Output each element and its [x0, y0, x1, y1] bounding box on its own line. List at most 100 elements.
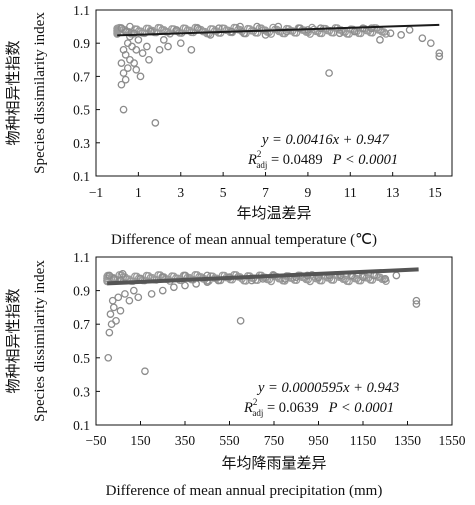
r2-value: = 0.0489: [267, 152, 322, 168]
data-point: [132, 45, 141, 54]
x-axis-label-en: Difference of mean annual precipitation …: [106, 483, 383, 499]
data-point: [117, 80, 126, 89]
x-tick-label: 150: [130, 433, 151, 448]
data-points: [113, 22, 444, 127]
data-point: [145, 55, 153, 64]
y-tick-label: 1.1: [73, 3, 90, 18]
data-point: [118, 269, 127, 278]
data-point: [327, 275, 336, 284]
data-point: [193, 24, 202, 33]
data-point: [386, 29, 395, 38]
data-point: [405, 26, 414, 34]
x-tick-label: 950: [308, 433, 329, 448]
data-point: [261, 31, 270, 39]
data-point: [382, 30, 390, 38]
regression-line: [117, 23, 440, 37]
data-point: [323, 26, 332, 35]
data-point: [343, 277, 351, 286]
data-point: [275, 27, 283, 36]
x-axis-label-en: Difference of mean annual temperature (℃…: [111, 232, 377, 248]
y-tick-label: 0.7: [73, 317, 90, 332]
r2-superscript: 2: [257, 149, 262, 159]
data-point: [121, 290, 129, 298]
data-point: [240, 29, 249, 38]
data-point: [119, 69, 128, 77]
data-point: [412, 300, 421, 308]
data-point: [366, 28, 375, 37]
data-point: [187, 45, 196, 54]
data-point: [367, 24, 376, 33]
y-tick-label: 0.9: [73, 284, 90, 299]
data-point: [119, 45, 128, 54]
data-point: [105, 271, 114, 280]
regression-equation: y = 0.0000595x + 0.943: [256, 380, 399, 396]
data-point: [306, 30, 314, 38]
data-points: [103, 269, 421, 376]
data-point: [362, 273, 371, 282]
data-point: [412, 296, 421, 305]
x-tick-label: 3: [177, 185, 184, 200]
r2-annotation: R2 adj = 0.0489 P < 0.0001: [247, 149, 398, 170]
data-point: [113, 24, 122, 33]
y-axis-label-en: Species dissimilarity index: [32, 12, 48, 174]
data-point: [282, 24, 291, 33]
data-point: [138, 49, 147, 58]
regression-equation: y = 0.00416x + 0.947: [260, 132, 389, 148]
data-point: [107, 320, 116, 329]
x-tick-label: 7: [262, 185, 269, 200]
data-point: [168, 25, 176, 33]
data-point: [108, 296, 117, 305]
data-point: [155, 45, 164, 54]
x-tick-label: 1150: [350, 433, 377, 448]
data-point: [366, 275, 375, 284]
r2-subscript: adj: [252, 408, 263, 418]
data-point: [136, 72, 145, 81]
y-tick-label: 0.7: [73, 69, 90, 84]
data-point: [335, 26, 344, 34]
data-point: [222, 26, 231, 35]
data-point: [267, 277, 276, 286]
x-tick-label: 1350: [394, 433, 421, 448]
data-point: [170, 283, 178, 292]
data-point: [132, 65, 141, 74]
data-point: [426, 39, 435, 48]
data-point: [141, 367, 149, 376]
data-point: [142, 271, 151, 280]
x-tick-label: 11: [344, 185, 357, 200]
x-tick-label: 1: [135, 185, 142, 200]
p-value: P < 0.0001: [328, 400, 395, 416]
data-point: [134, 36, 143, 44]
data-point: [282, 27, 291, 36]
data-point: [378, 275, 386, 284]
data-point: [278, 276, 287, 285]
data-point: [295, 24, 304, 33]
y-tick-label: 0.5: [73, 103, 90, 118]
data-point: [236, 316, 245, 325]
y-tick-label: 0.9: [73, 36, 90, 51]
r2-subscript: adj: [256, 160, 267, 170]
y-axis-label-cn: 物种相异性指数: [4, 288, 22, 393]
y-tick-label: 0.3: [73, 136, 90, 151]
x-tick-label: 750: [264, 433, 285, 448]
y-axis-label-cn: 物种相异性指数: [4, 40, 22, 145]
y-tick-label: 1.1: [73, 250, 90, 265]
y-axis-label-en: Species dissimilarity index: [32, 260, 48, 422]
y-tick-label: 0.5: [73, 351, 90, 366]
data-point: [104, 353, 113, 362]
data-point: [126, 22, 134, 31]
r2-symbol: R: [247, 152, 257, 168]
data-point: [176, 39, 185, 48]
data-point: [315, 29, 324, 38]
data-point: [106, 310, 115, 318]
plot-frame: [95, 9, 453, 177]
data-point: [359, 273, 367, 282]
y-tick-label: 0.1: [73, 169, 90, 184]
data-point: [376, 36, 384, 44]
data-point: [105, 328, 114, 337]
x-tick-label: −1: [89, 185, 103, 200]
data-point: [114, 293, 123, 302]
data-point: [179, 24, 188, 33]
data-point: [125, 296, 134, 305]
data-point: [112, 316, 120, 325]
data-point: [138, 29, 147, 37]
